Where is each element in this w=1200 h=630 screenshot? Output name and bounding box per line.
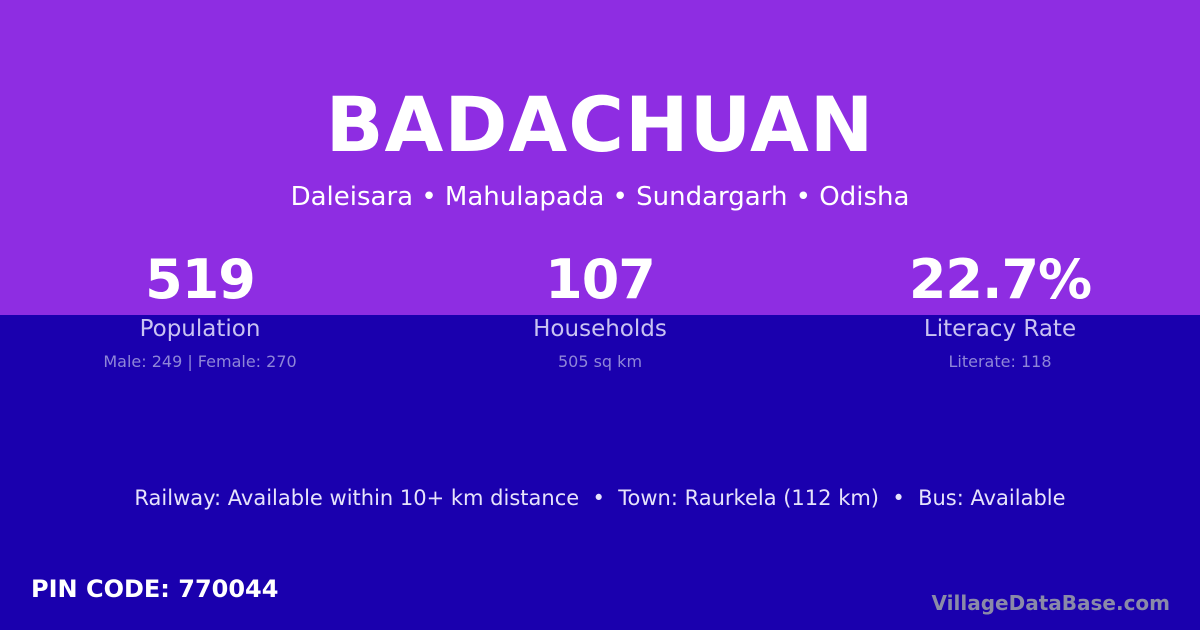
brand-logo: VillageDataBase.com [931,591,1170,615]
stat-value: 107 [545,248,656,311]
connectivity-info: Railway: Available within 10+ km distanc… [134,486,1066,510]
stat-detail: Male: 249 | Female: 270 [103,352,297,371]
stat-label: Households [533,316,667,342]
stat-literacy: 22.7% Literacy Rate Literate: 118 [800,248,1200,371]
header-band [0,0,1200,315]
stat-label: Literacy Rate [923,316,1077,342]
stat-detail: 505 sq km [557,352,643,371]
pin-code: PIN CODE: 770044 [31,575,279,603]
stat-value: 22.7% [908,248,1092,311]
stat-households: 107 Households 505 sq km [400,248,800,371]
stat-label: Population [139,316,261,342]
village-title: BADACHUAN [325,80,875,169]
stat-population: 519 Population Male: 249 | Female: 270 [0,248,400,371]
stat-detail: Literate: 118 [948,352,1052,371]
location-breadcrumb: Daleisara • Mahulapada • Sundargarh • Od… [290,182,910,212]
stat-value: 519 [145,248,256,311]
